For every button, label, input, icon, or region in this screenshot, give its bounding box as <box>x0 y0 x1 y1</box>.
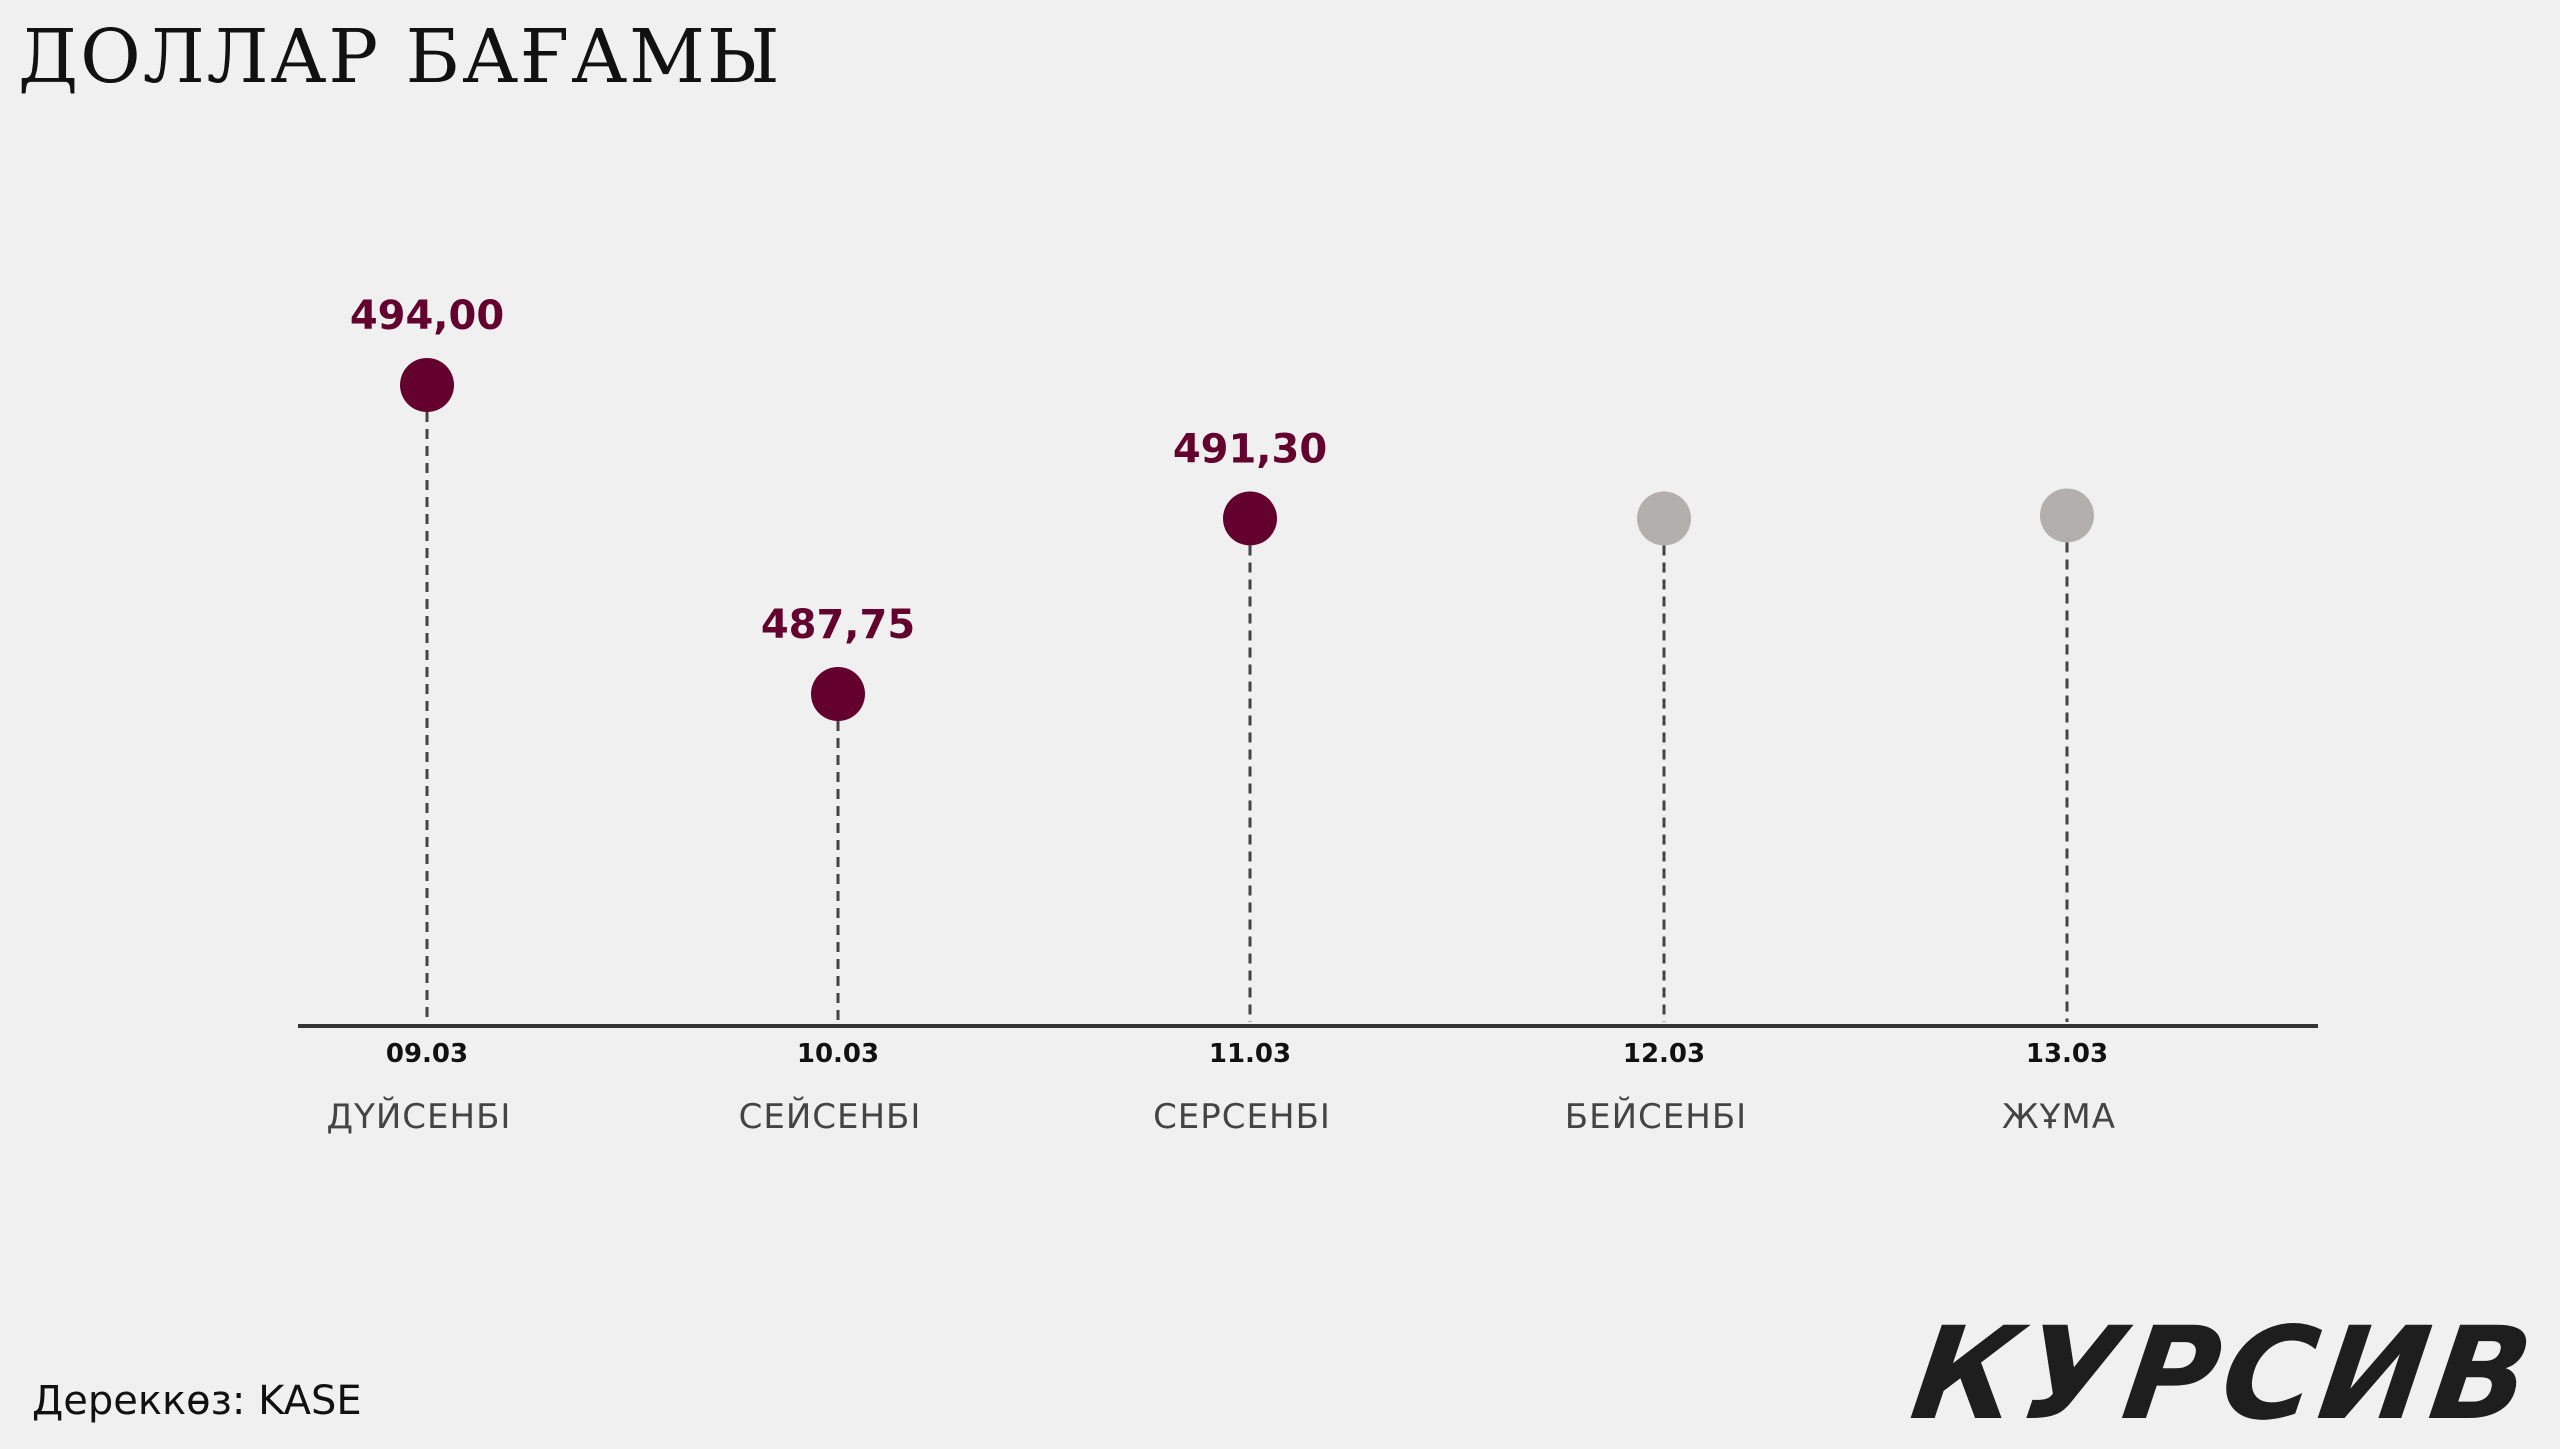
tick-weekday-09.03: ДҮЙСЕНБІ <box>327 1096 512 1137</box>
data-point-10.03 <box>811 667 865 721</box>
tick-weekday-10.03: СЕЙСЕНБІ <box>739 1096 922 1137</box>
pending-point-13.03 <box>2040 488 2094 543</box>
tick-date-12.03: 12.03 <box>1623 1039 1705 1069</box>
tick-date-09.03: 09.03 <box>386 1039 468 1069</box>
tick-date-10.03: 10.03 <box>797 1039 879 1069</box>
tick-weekday-13.03: ЖҰМА <box>2002 1097 2116 1137</box>
value-label-09.03: 494,00 <box>350 293 504 339</box>
tick-date-13.03: 13.03 <box>2026 1039 2108 1069</box>
data-point-11.03 <box>1223 491 1277 546</box>
pending-point-12.03 <box>1637 491 1691 546</box>
tick-weekday-11.03: СЕРСЕНБІ <box>1153 1097 1331 1137</box>
tick-weekday-12.03: БЕЙСЕНБІ <box>1565 1096 1747 1137</box>
source-note: Дереккөз: KASE <box>32 1378 362 1424</box>
value-label-11.03: 491,30 <box>1173 426 1327 472</box>
data-point-09.03 <box>400 358 454 412</box>
tick-date-11.03: 11.03 <box>1209 1039 1291 1069</box>
kursiv-logo: КУРСИВ <box>1903 1300 2545 1449</box>
value-label-10.03: 487,75 <box>761 602 915 648</box>
page-title: ДОЛЛАР БАҒАМЫ <box>18 14 782 100</box>
